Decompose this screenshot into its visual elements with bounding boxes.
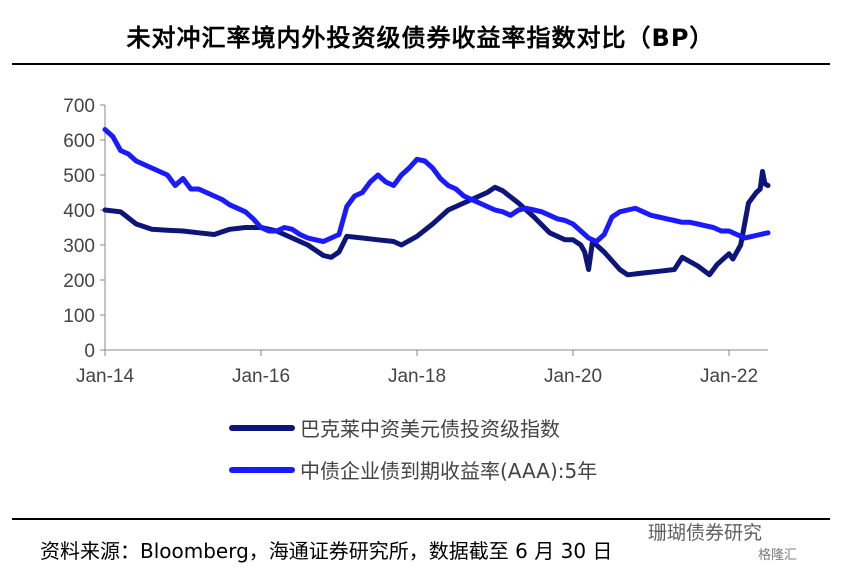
watermark-small: 格隆汇 — [758, 548, 798, 563]
y-tick-label: 700 — [63, 96, 95, 117]
source-note: 资料来源：Bloomberg，海通证券研究所，数据截至 6 月 30 日 — [40, 539, 613, 563]
x-tick-label: Jan-14 — [76, 366, 135, 387]
series-lines — [102, 127, 771, 278]
legend-label-2: 中债企业债到期收益率(AAA):5年 — [300, 459, 597, 483]
chart-title: 未对冲汇率境内外投资级债券收益率指数对比（BP） — [126, 24, 715, 52]
y-tick-label: 100 — [63, 306, 95, 327]
series-line-1 — [102, 169, 771, 278]
y-tick-label: 200 — [63, 271, 95, 292]
watermark: 珊瑚债券研究 — [648, 522, 763, 544]
title-rule — [12, 63, 830, 65]
y-tick-label: 300 — [63, 236, 95, 257]
x-tick-label: Jan-18 — [388, 366, 446, 387]
x-tick-label: Jan-22 — [700, 366, 758, 387]
y-tick-label: 0 — [84, 341, 95, 362]
footer-rule — [12, 518, 830, 520]
y-axis: 0 100 200 300 400 500 600 700 — [63, 96, 106, 362]
y-tick-label: 400 — [63, 201, 95, 222]
series-line-2 — [102, 127, 771, 244]
legend-label-1: 巴克莱中资美元债投资级指数 — [300, 417, 560, 441]
x-tick-label: Jan-16 — [232, 366, 290, 387]
x-tick-label: Jan-20 — [544, 366, 602, 387]
x-axis: Jan-14 Jan-16 Jan-18 Jan-20 Jan-22 — [76, 349, 768, 387]
y-tick-label: 600 — [63, 131, 95, 152]
y-tick-label: 500 — [63, 166, 95, 187]
